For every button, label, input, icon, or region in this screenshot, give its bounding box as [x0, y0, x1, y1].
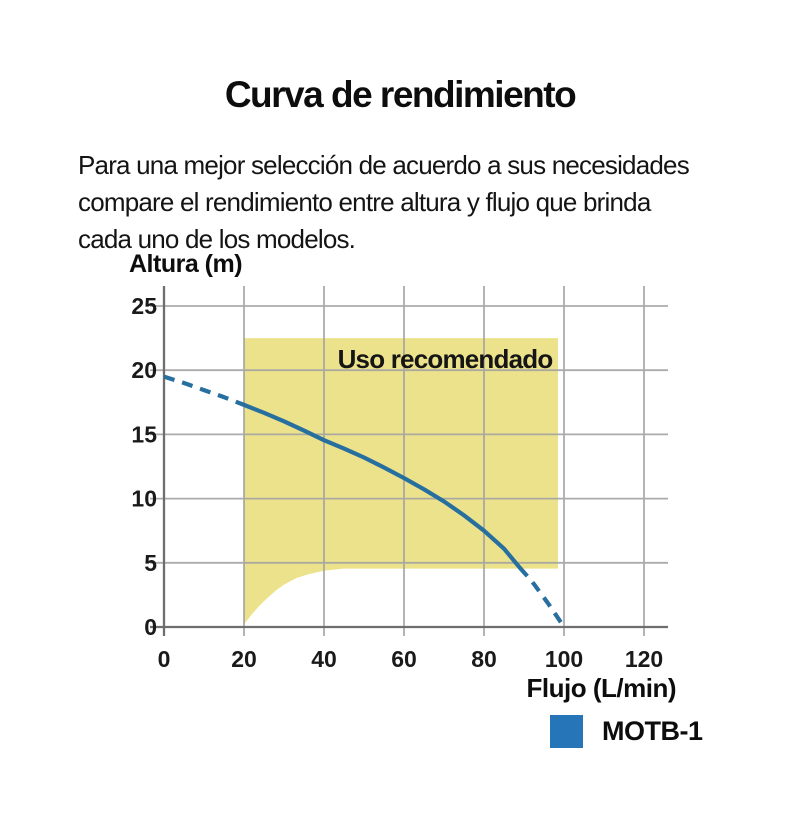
y-tick-label: 20	[131, 357, 157, 383]
intro-paragraph: Para una mejor selección de acuerdo a su…	[78, 147, 690, 258]
recommended-use-label: Uso recomendado	[337, 344, 554, 374]
page-title: Curva de rendimiento	[224, 74, 577, 115]
legend-label-motb1: MOTB-1	[602, 716, 703, 746]
x-axis-title: Flujo (L/min)	[526, 673, 677, 703]
curve-dashed-left	[163, 374, 245, 407]
axes	[150, 286, 668, 636]
x-tick-label: 20	[231, 646, 257, 672]
x-tick-label: 120	[625, 646, 663, 672]
y-tick-label: 10	[131, 486, 157, 512]
tick-labels: 0 20 40 60 80 100 120 0 5 10 15 20 25	[131, 293, 663, 672]
y-tick-label: 0	[144, 614, 157, 640]
curve-solid	[241, 402, 523, 571]
x-tick-label: 60	[391, 646, 417, 672]
x-tick-label: 40	[311, 646, 337, 672]
y-tick-label: 5	[144, 550, 157, 576]
legend-swatch-motb1	[550, 715, 583, 748]
y-tick-label: 25	[131, 293, 157, 319]
curve-dashed-right	[518, 566, 566, 629]
x-tick-label: 100	[545, 646, 583, 672]
performance-chart: 0 20 40 60 80 100 120 0 5 10 15 20 25	[131, 286, 668, 672]
x-tick-label: 80	[471, 646, 497, 672]
legend: MOTB-1	[550, 715, 703, 748]
intro-line-3: cada uno de los modelos.	[78, 224, 356, 254]
intro-line-1: Para una mejor selección de acuerdo a su…	[78, 150, 690, 180]
x-tick-label: 0	[158, 646, 171, 672]
y-tick-label: 15	[131, 421, 157, 447]
intro-line-2: compare el rendimiento entre altura y fl…	[78, 187, 651, 217]
recommended-region	[244, 338, 558, 625]
y-axis-title: Altura (m)	[129, 250, 243, 278]
